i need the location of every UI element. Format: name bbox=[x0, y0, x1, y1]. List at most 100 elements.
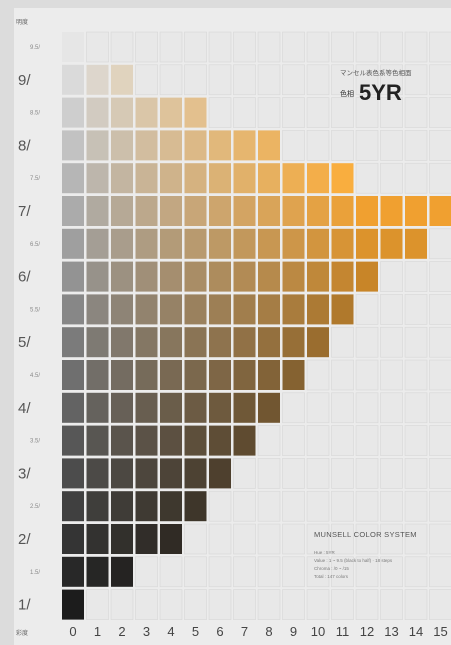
color-chip bbox=[160, 130, 182, 161]
color-chip bbox=[307, 294, 329, 325]
empty-cell bbox=[355, 31, 379, 63]
empty-cell bbox=[355, 326, 379, 358]
chroma-label: 7 bbox=[241, 624, 248, 639]
color-chip bbox=[111, 556, 133, 587]
value-label: 2/ bbox=[18, 531, 31, 548]
color-chip bbox=[86, 163, 109, 194]
color-chip bbox=[62, 556, 84, 587]
color-chip bbox=[62, 425, 84, 456]
color-chip bbox=[233, 425, 256, 456]
color-chip bbox=[209, 294, 231, 325]
color-chip bbox=[380, 228, 403, 259]
color-chip bbox=[62, 360, 84, 390]
empty-cell bbox=[380, 64, 403, 96]
empty-cell bbox=[429, 162, 451, 194]
chroma-label: 0 bbox=[69, 624, 76, 639]
color-chip bbox=[307, 163, 329, 194]
color-chip bbox=[62, 97, 84, 128]
system-title: MUNSELL COLOR SYSTEM bbox=[314, 530, 417, 539]
empty-cell bbox=[184, 556, 207, 588]
empty-cell bbox=[135, 556, 158, 588]
empty-cell bbox=[331, 64, 354, 96]
color-chip bbox=[209, 163, 231, 194]
color-chip bbox=[86, 491, 109, 522]
color-chip bbox=[380, 196, 403, 226]
color-chip bbox=[233, 360, 256, 390]
empty-cell bbox=[331, 556, 354, 588]
empty-cell bbox=[355, 64, 379, 96]
color-chip bbox=[62, 327, 84, 358]
color-chip bbox=[184, 228, 207, 259]
color-chip bbox=[86, 556, 109, 587]
value-label: 6/ bbox=[18, 269, 31, 286]
color-chip bbox=[356, 261, 378, 292]
color-chip bbox=[233, 327, 256, 358]
empty-cell bbox=[257, 425, 281, 456]
color-chip bbox=[331, 163, 354, 194]
color-chip bbox=[160, 228, 182, 259]
empty-cell bbox=[355, 523, 379, 555]
color-chip bbox=[356, 196, 378, 226]
value-label: 9/ bbox=[18, 72, 31, 89]
empty-cell bbox=[257, 556, 281, 588]
system-note-hue: Hue : 5YR bbox=[314, 550, 336, 555]
empty-cell bbox=[306, 425, 330, 456]
empty-cell bbox=[404, 326, 428, 358]
chroma-axis-name: 彩度 bbox=[16, 629, 28, 637]
empty-cell bbox=[135, 589, 158, 620]
color-chip bbox=[62, 261, 84, 292]
empty-cell bbox=[380, 294, 403, 325]
empty-cell bbox=[233, 458, 256, 489]
empty-cell bbox=[86, 31, 109, 63]
color-chip bbox=[111, 294, 133, 325]
color-chip bbox=[135, 196, 158, 226]
empty-cell bbox=[404, 261, 428, 292]
empty-cell bbox=[306, 359, 330, 391]
color-chip bbox=[111, 360, 133, 390]
value-label: 8/ bbox=[18, 137, 31, 154]
value-label: 5.5/ bbox=[30, 307, 40, 313]
value-label: 6.5/ bbox=[30, 242, 40, 248]
empty-cell bbox=[331, 359, 354, 391]
color-chip bbox=[307, 196, 329, 226]
color-chip bbox=[111, 261, 133, 292]
empty-cell bbox=[110, 589, 134, 620]
chroma-label: 12 bbox=[360, 624, 374, 639]
chroma-label: 8 bbox=[265, 624, 272, 639]
color-chip bbox=[62, 458, 84, 489]
empty-cell bbox=[404, 392, 428, 424]
value-label: 5/ bbox=[18, 334, 31, 351]
color-chip bbox=[233, 130, 256, 161]
empty-cell bbox=[233, 64, 256, 96]
empty-cell bbox=[331, 425, 354, 456]
color-chip bbox=[160, 491, 182, 522]
color-chip bbox=[86, 97, 109, 128]
empty-cell bbox=[331, 589, 354, 620]
empty-cell bbox=[380, 261, 403, 292]
empty-cell bbox=[257, 589, 281, 620]
chart-subtitle: マンセル表色系等色相面 bbox=[340, 68, 412, 77]
empty-cell bbox=[159, 589, 183, 620]
empty-cell bbox=[184, 64, 207, 96]
color-chip bbox=[160, 163, 182, 194]
empty-cell bbox=[135, 64, 158, 96]
empty-cell bbox=[306, 556, 330, 588]
empty-cell bbox=[380, 162, 403, 194]
color-chip bbox=[184, 294, 207, 325]
empty-cell bbox=[331, 130, 354, 161]
color-chip bbox=[86, 130, 109, 161]
color-chip bbox=[111, 64, 133, 95]
color-chip bbox=[62, 589, 84, 620]
color-chip bbox=[135, 97, 158, 128]
empty-cell bbox=[282, 31, 305, 63]
empty-cell bbox=[355, 589, 379, 620]
value-label: 4/ bbox=[18, 400, 31, 417]
color-chip bbox=[111, 196, 133, 226]
empty-cell bbox=[380, 490, 403, 522]
color-chip bbox=[62, 392, 84, 423]
empty-cell bbox=[306, 589, 330, 620]
color-chip bbox=[258, 163, 280, 194]
empty-cell bbox=[306, 97, 330, 128]
color-chip bbox=[209, 360, 231, 390]
hue-caption-label: 色相 bbox=[340, 89, 354, 98]
